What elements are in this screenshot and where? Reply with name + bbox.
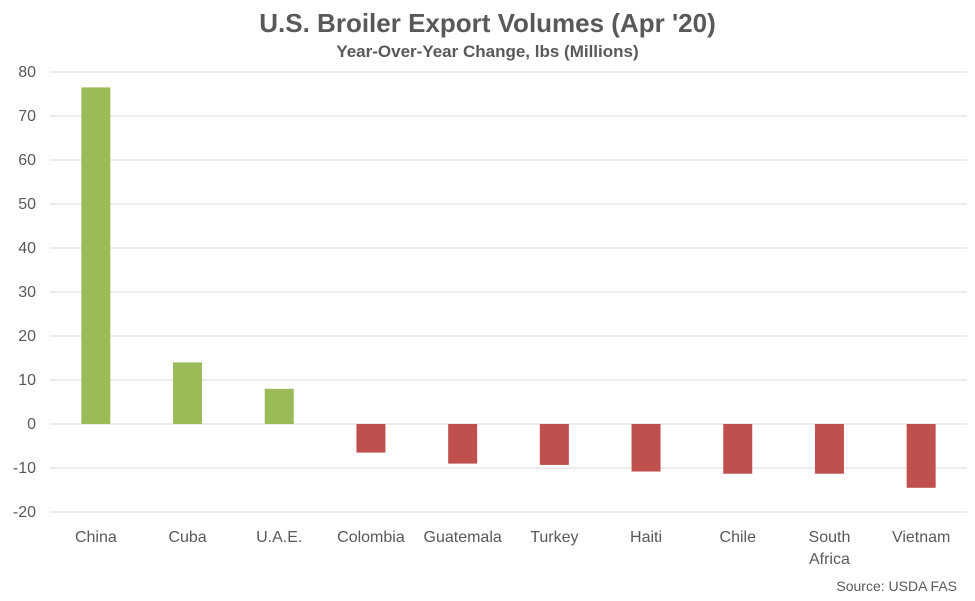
bar [173,362,203,424]
bar [906,424,936,488]
x-tick-label: Cuba [168,529,206,546]
bar [539,424,569,465]
y-tick-label: 50 [18,196,36,213]
y-tick-label: 40 [18,240,36,257]
x-tick-label: China [75,529,117,546]
y-tick-label: -10 [13,460,36,477]
source-note: Source: USDA FAS [836,578,957,594]
x-tick-label: Guatemala [424,529,502,546]
bar [356,424,386,453]
y-tick-label: 30 [18,284,36,301]
bar [723,424,753,474]
y-tick-label: 0 [27,416,36,433]
x-tick-label: Haiti [630,529,662,546]
x-tick-label: U.A.E. [256,529,302,546]
bar [264,388,294,424]
x-tick-label: Turkey [530,529,578,546]
chart-title: U.S. Broiler Export Volumes (Apr '20) [259,8,716,38]
y-tick-label: 10 [18,372,36,389]
y-tick-label: 20 [18,328,36,345]
bar [448,424,478,464]
y-tick-label: 80 [18,64,36,81]
y-tick-label: 60 [18,152,36,169]
bar [631,424,661,472]
x-tick-label: Chile [720,529,757,546]
bar [814,424,844,474]
x-tick-label: Colombia [337,529,405,546]
bar [81,87,111,425]
y-tick-label: -20 [13,504,36,521]
chart-subtitle: Year-Over-Year Change, lbs (Millions) [336,42,639,61]
x-tick-label: South Africa [809,529,851,568]
y-tick-label: 70 [18,108,36,125]
x-tick-label: Vietnam [892,529,950,546]
